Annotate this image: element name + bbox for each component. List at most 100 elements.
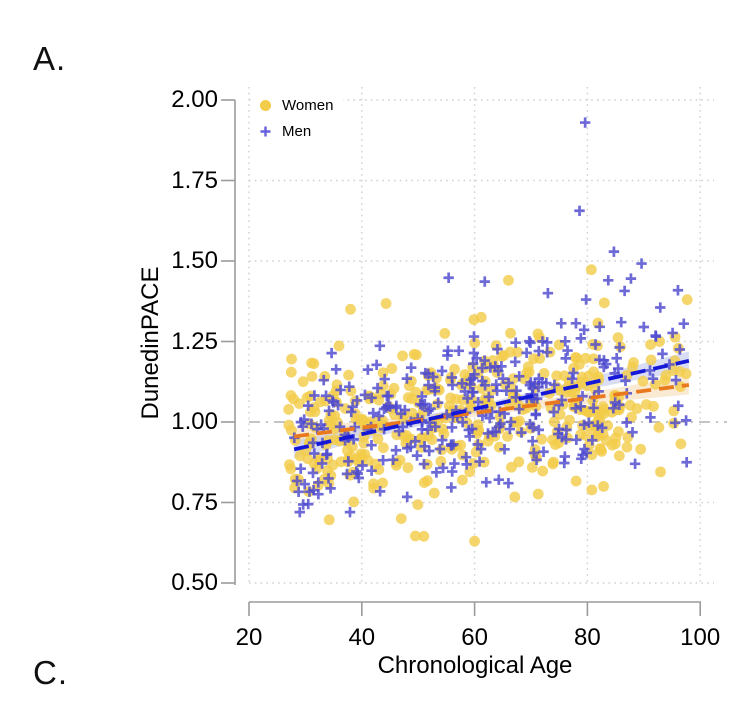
data-point-men <box>343 456 354 467</box>
data-point-men <box>493 421 505 432</box>
data-point-women <box>645 354 657 366</box>
x-tick-label: 80 <box>574 624 601 651</box>
y-tick-label: 1.50 <box>171 247 218 274</box>
data-point-women <box>356 413 368 425</box>
data-point-men <box>351 395 363 406</box>
data-point-men <box>316 458 328 469</box>
data-point-women <box>377 477 388 489</box>
data-point-men <box>680 415 692 426</box>
data-point-men <box>344 506 356 518</box>
data-point-men <box>436 365 448 377</box>
data-point-men <box>330 364 342 375</box>
data-point-men <box>503 477 514 489</box>
data-point-women <box>622 431 634 443</box>
data-point-men <box>560 353 571 364</box>
data-point-men <box>496 361 507 372</box>
y-tick-label: 1.00 <box>171 408 218 435</box>
data-point-women <box>380 298 392 309</box>
data-point-women <box>575 376 587 388</box>
data-point-men <box>410 436 421 447</box>
data-point-women <box>457 474 468 486</box>
data-point-women <box>485 399 497 411</box>
data-point-men <box>657 348 668 360</box>
data-point-men <box>525 377 537 388</box>
data-point-men <box>387 454 399 466</box>
data-point-women <box>418 530 430 542</box>
data-point-men <box>425 403 436 414</box>
panel-label-c: C. <box>33 654 68 691</box>
data-point-men <box>325 483 336 494</box>
data-point-men <box>579 117 591 128</box>
data-point-men <box>293 486 304 498</box>
data-point-men <box>570 403 581 414</box>
data-point-women <box>594 443 606 454</box>
data-point-men <box>490 426 501 438</box>
women-circle-icon <box>257 99 273 111</box>
legend-label-men: Men <box>282 122 312 140</box>
data-point-men <box>566 373 578 384</box>
men-plus-icon <box>257 125 273 138</box>
data-point-men <box>513 371 525 382</box>
data-point-women <box>581 430 592 442</box>
data-point-women <box>538 368 550 379</box>
data-point-men <box>511 385 522 396</box>
data-point-women <box>551 370 563 382</box>
data-point-women <box>372 433 384 445</box>
data-point-men <box>614 342 625 353</box>
data-point-men <box>468 331 480 342</box>
data-point-men <box>446 372 458 383</box>
data-point-men <box>441 409 452 420</box>
data-point-men <box>402 443 413 454</box>
data-point-men <box>309 390 320 401</box>
data-point-women <box>627 361 638 373</box>
data-point-women <box>343 369 355 381</box>
data-point-men <box>307 467 319 479</box>
data-point-women <box>438 428 450 440</box>
data-point-men <box>614 399 625 410</box>
data-point-men <box>580 294 592 305</box>
data-point-men <box>667 327 678 339</box>
data-point-women <box>675 438 687 450</box>
data-point-men <box>592 420 603 431</box>
data-point-men <box>371 359 382 371</box>
data-point-men <box>326 347 337 359</box>
data-point-men <box>542 288 554 299</box>
data-point-men <box>457 417 468 428</box>
data-point-men <box>485 362 496 373</box>
data-point-men <box>590 339 601 350</box>
data-point-men <box>505 416 517 428</box>
data-point-women <box>348 496 360 508</box>
data-point-men <box>422 368 434 380</box>
data-point-men <box>650 331 662 342</box>
data-point-men <box>321 448 333 460</box>
data-point-men <box>346 406 357 418</box>
data-point-women <box>621 441 633 453</box>
data-point-men <box>593 386 604 397</box>
data-point-women <box>526 461 538 473</box>
data-point-men <box>670 374 682 386</box>
data-point-men <box>459 386 471 397</box>
data-point-men <box>530 408 542 420</box>
data-point-men <box>536 376 548 388</box>
data-point-women <box>509 491 521 503</box>
data-point-men <box>475 443 487 455</box>
data-point-women <box>653 421 665 433</box>
data-point-women <box>449 363 460 375</box>
data-point-men <box>594 354 605 365</box>
data-point-men <box>647 373 659 384</box>
data-point-men <box>377 454 389 466</box>
data-point-men <box>433 397 444 408</box>
data-point-men <box>625 273 637 284</box>
data-point-men <box>456 378 468 389</box>
data-point-men <box>362 364 374 375</box>
data-point-men <box>620 375 631 386</box>
data-point-men <box>318 375 329 386</box>
data-point-men <box>335 384 346 396</box>
data-point-men <box>644 365 656 376</box>
data-point-women <box>283 419 295 431</box>
data-point-men <box>423 405 434 416</box>
data-point-women <box>504 346 516 358</box>
data-point-men <box>636 258 647 269</box>
data-point-women <box>585 264 597 276</box>
